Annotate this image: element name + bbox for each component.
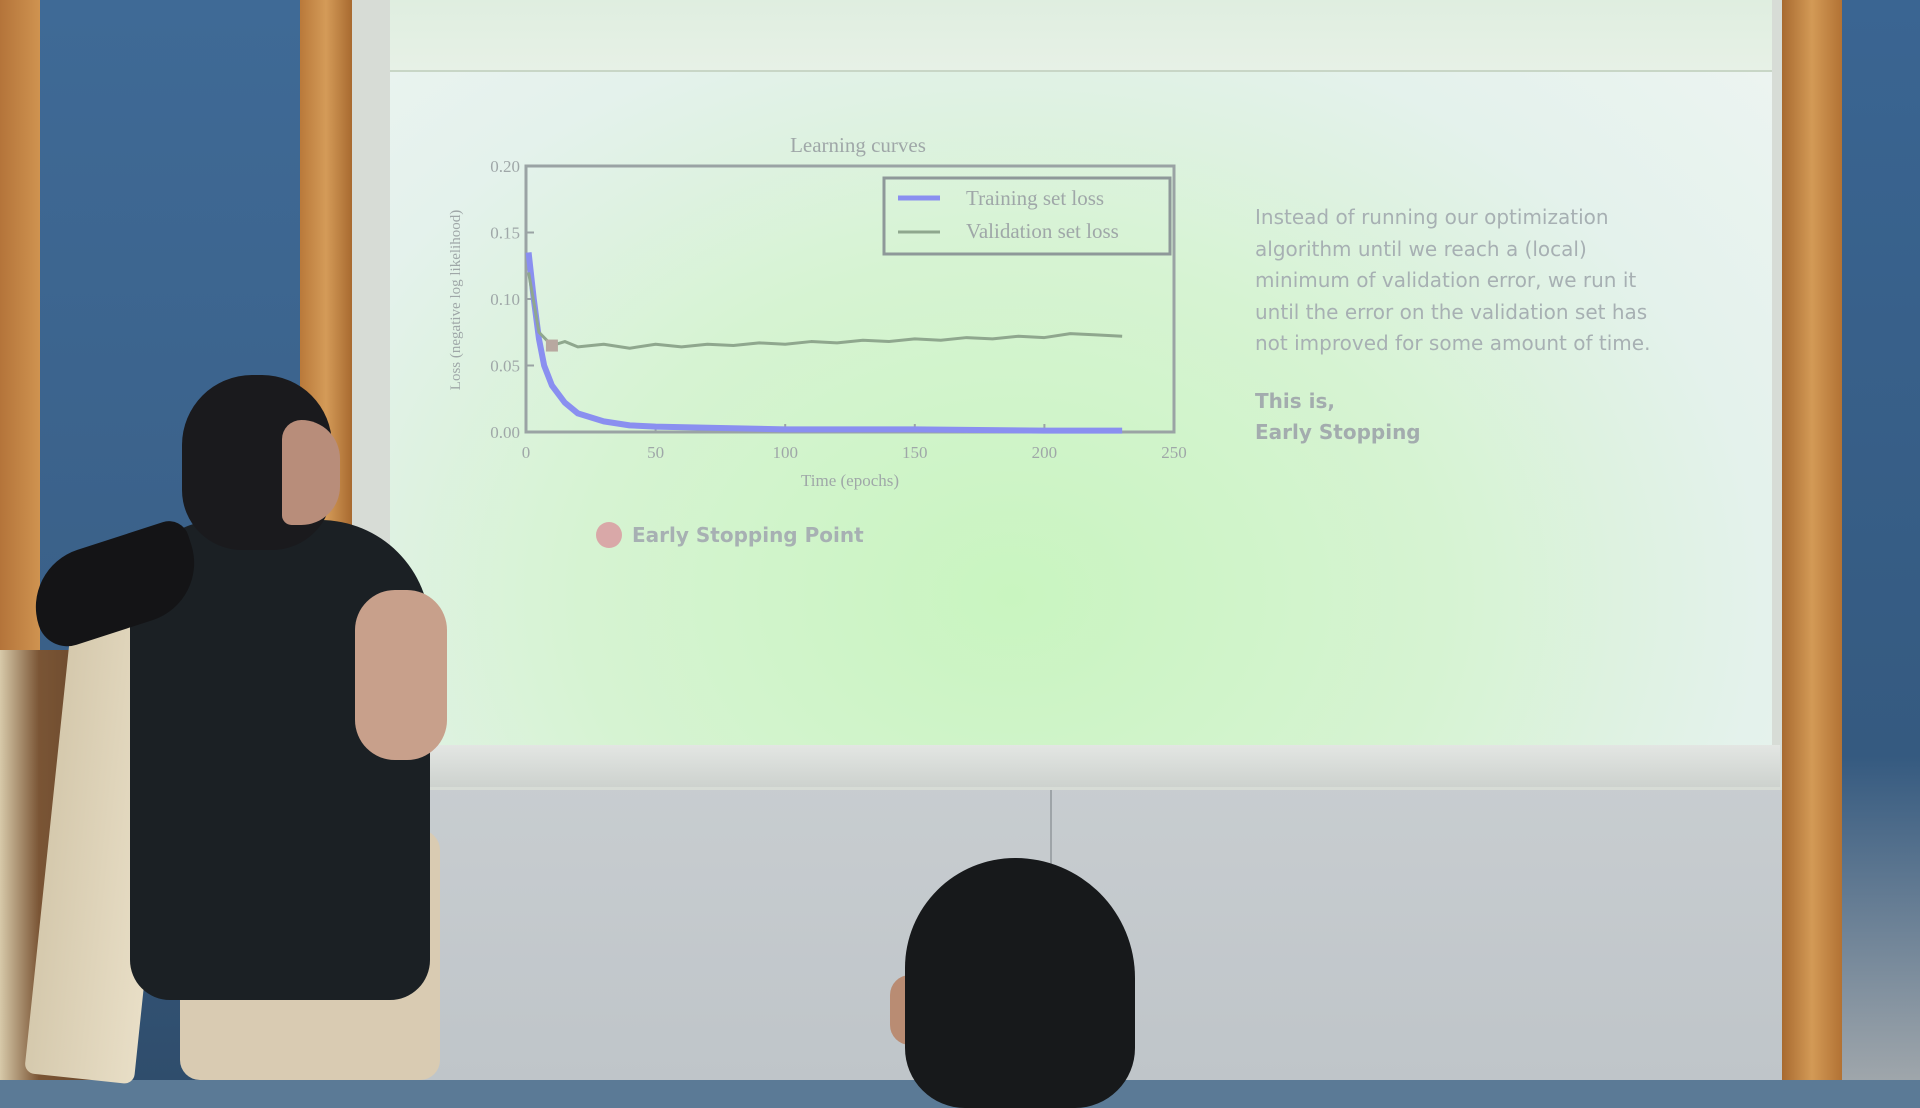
slide-text-block: Instead of running our optimization algo… — [1255, 202, 1675, 449]
validation-loss-line — [527, 272, 1123, 350]
y-tick-label: 0.05 — [490, 357, 520, 376]
chart-title: Learning curves — [790, 133, 926, 157]
y-axis: 0.00 0.05 0.10 0.15 0.20 — [490, 157, 534, 442]
y-tick-label: 0.10 — [490, 290, 520, 309]
y-tick-label: 0.00 — [490, 423, 520, 442]
x-axis-label: Time (epochs) — [801, 471, 899, 490]
x-tick-label: 0 — [522, 443, 531, 462]
x-tick-label: 50 — [647, 443, 664, 462]
legend-label-validation: Validation set loss — [966, 219, 1119, 243]
student-head — [905, 858, 1135, 1108]
y-axis-label: Loss (negative log likelihood) — [448, 210, 464, 390]
x-tick-label: 250 — [1161, 443, 1187, 462]
x-tick-label: 150 — [902, 443, 928, 462]
x-tick-label: 200 — [1032, 443, 1058, 462]
chart-legend: Training set loss Validation set loss — [882, 176, 1172, 256]
early-stopping-marker-dot — [596, 522, 622, 548]
projected-slide — [390, 0, 1772, 745]
y-tick-label: 0.15 — [490, 224, 520, 243]
right-wood-post — [1782, 0, 1842, 1080]
slide-top-band — [390, 0, 1772, 72]
series-lines — [525, 252, 1123, 434]
teacher-arm — [355, 590, 447, 760]
early-stopping-legend: Early Stopping Point — [596, 522, 864, 548]
early-stopping-label: Early Stopping Point — [632, 523, 864, 547]
x-tick-label: 100 — [772, 443, 798, 462]
teacher-face — [282, 420, 340, 525]
legend-label-training: Training set loss — [966, 186, 1104, 210]
right-wall — [1830, 0, 1920, 1080]
slide-line-this-is: This is, — [1255, 388, 1335, 413]
left-wood-panel — [0, 0, 40, 700]
early-stopping-marker — [545, 339, 558, 352]
screen-bottom-bar — [405, 745, 1780, 787]
learning-curves-chart: Learning curves 0.00 0.05 0.10 0.15 0.20 0 50… — [448, 133, 1187, 490]
slide-paragraph: Instead of running our optimization algo… — [1255, 205, 1651, 355]
legend-box — [882, 176, 1172, 256]
training-loss-line — [525, 252, 1123, 434]
slide-line-early-stopping: Early Stopping — [1255, 420, 1421, 444]
y-tick-label: 0.20 — [490, 157, 520, 176]
